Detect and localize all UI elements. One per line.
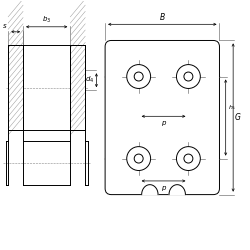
Polygon shape	[70, 46, 85, 130]
Text: s: s	[3, 23, 7, 29]
Polygon shape	[8, 46, 23, 130]
Circle shape	[127, 64, 150, 88]
Text: $h_5$: $h_5$	[228, 103, 236, 112]
Circle shape	[176, 64, 200, 88]
Circle shape	[134, 154, 143, 163]
Circle shape	[134, 72, 143, 81]
Text: $b_3$: $b_3$	[42, 14, 51, 25]
FancyBboxPatch shape	[105, 40, 220, 194]
Text: $d_4$: $d_4$	[85, 75, 94, 85]
Circle shape	[184, 72, 193, 81]
Circle shape	[184, 154, 193, 163]
Polygon shape	[169, 185, 186, 194]
Text: B: B	[160, 13, 165, 22]
Circle shape	[176, 147, 200, 171]
Text: p: p	[161, 185, 166, 191]
Text: G: G	[235, 113, 241, 122]
Circle shape	[127, 147, 150, 171]
Polygon shape	[142, 185, 158, 194]
Polygon shape	[8, 46, 23, 130]
Text: p: p	[161, 120, 166, 126]
